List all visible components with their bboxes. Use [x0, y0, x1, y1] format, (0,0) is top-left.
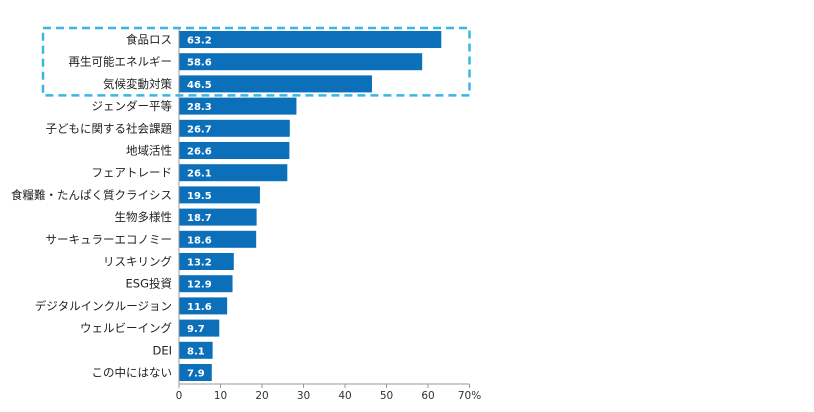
- bar: [179, 364, 212, 381]
- x-tick-label: 0: [176, 390, 183, 402]
- bar: [179, 53, 423, 71]
- x-tick-label: 10: [214, 390, 227, 402]
- value-label: 18.6: [187, 235, 212, 246]
- bar: [179, 230, 257, 248]
- value-label: 9.7: [187, 324, 205, 335]
- category-label: デジタルインクルージョン: [35, 299, 172, 313]
- bar: [179, 186, 260, 204]
- value-label: 13.2: [187, 258, 212, 269]
- x-tick-label: 60: [421, 390, 434, 402]
- bar: [179, 119, 290, 137]
- category-label: リスキリング: [103, 255, 172, 269]
- value-label: 19.5: [187, 191, 212, 202]
- value-label: 26.7: [187, 124, 212, 135]
- category-label: 再生可能エネルギー: [69, 55, 173, 69]
- bar: [179, 97, 297, 115]
- value-label: 12.9: [187, 280, 212, 291]
- category-label: フェアトレード: [92, 166, 173, 180]
- x-tick-label: 70%: [458, 390, 481, 402]
- category-label: ウェルビーイング: [80, 321, 172, 335]
- bar: [179, 319, 220, 337]
- category-label: 生物多様性: [115, 210, 173, 224]
- bar: [179, 253, 234, 270]
- value-label: 58.6: [187, 58, 212, 69]
- bar: [179, 275, 233, 293]
- category-label: ジェンダー平等: [92, 99, 173, 113]
- bar: [179, 164, 288, 182]
- x-tick-label: 30: [297, 390, 310, 402]
- highlight-box: [41, 26, 471, 97]
- bar: [179, 341, 213, 359]
- category-label: DEI: [152, 343, 172, 357]
- category-label: 食糧難・たんぱく質クライシス: [11, 188, 172, 202]
- category-label: 気候変動対策: [103, 77, 172, 91]
- bar: [179, 142, 290, 159]
- value-label: 8.1: [187, 346, 205, 357]
- category-label: 地域活性: [126, 144, 172, 158]
- value-label: 11.6: [187, 302, 212, 313]
- bar: [179, 31, 442, 48]
- value-label: 18.7: [187, 213, 212, 224]
- category-label: この中にはない: [92, 366, 173, 380]
- category-label: 子どもに関する社会課題: [46, 121, 173, 135]
- x-tick-label: 20: [255, 390, 268, 402]
- bar: [179, 75, 372, 93]
- value-label: 26.6: [187, 147, 212, 158]
- bar: [179, 297, 228, 315]
- category-label: 食品ロス: [126, 33, 172, 47]
- category-label: ESG投資: [126, 277, 172, 291]
- value-label: 46.5: [187, 80, 212, 91]
- x-tick-label: 50: [380, 390, 393, 402]
- value-label: 28.3: [187, 102, 212, 113]
- value-label: 7.9: [187, 369, 205, 380]
- value-label: 63.2: [187, 36, 212, 47]
- x-tick-label: 40: [338, 390, 351, 402]
- value-label: 26.1: [187, 169, 212, 180]
- category-label: サーキュラーエコノミー: [46, 232, 173, 246]
- bar: [179, 208, 257, 226]
